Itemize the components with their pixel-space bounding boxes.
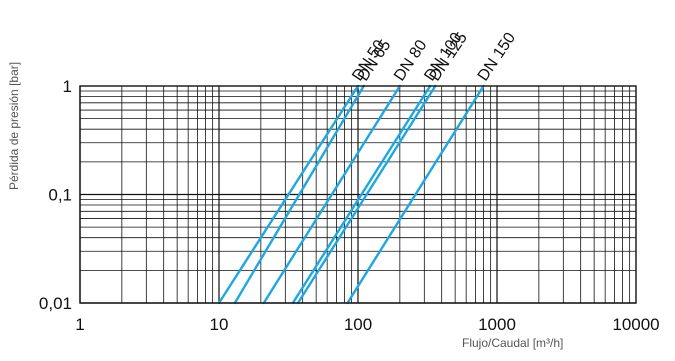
y-axis-title: Pérdida de presión [bar] <box>7 62 21 190</box>
x-tick-label: 10 <box>210 315 229 334</box>
x-tick-label: 1 <box>75 315 84 334</box>
grid <box>79 86 636 304</box>
plot-frame <box>79 85 637 304</box>
y-tick-label: 0,1 <box>48 186 72 205</box>
series-line <box>291 84 432 305</box>
y-axis-ticks: 0,01 0,1 1 <box>39 77 72 313</box>
x-tick-label: 100 <box>344 315 372 334</box>
x-tick-label: 10000 <box>612 315 659 334</box>
series-line <box>296 84 437 305</box>
series-line <box>233 84 365 305</box>
x-tick-label: 1000 <box>478 315 516 334</box>
x-axis-ticks: 1 10 100 1000 10000 <box>75 315 659 334</box>
series-line <box>262 84 402 305</box>
y-tick-label: 1 <box>63 77 72 96</box>
x-axis-title: Flujo/Caudal [m³/h] <box>462 336 563 350</box>
series-line <box>217 84 360 305</box>
series-line <box>346 84 485 305</box>
series-label: DN 150 <box>475 30 519 85</box>
series-lines <box>217 84 485 305</box>
y-tick-label: 0,01 <box>39 294 72 313</box>
